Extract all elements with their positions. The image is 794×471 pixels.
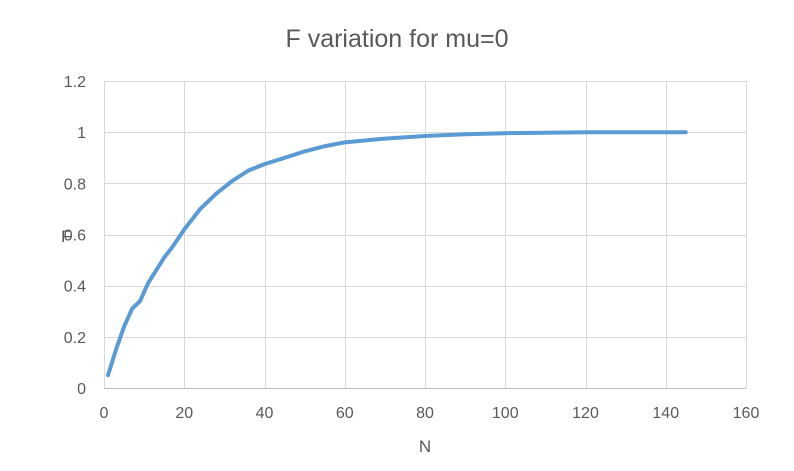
- x-axis-title: N: [419, 437, 431, 456]
- x-tick-label: 120: [572, 405, 599, 422]
- x-tick-label: 60: [336, 405, 354, 422]
- y-tick-label: 0: [77, 381, 86, 398]
- grid-layer: [104, 81, 747, 388]
- x-tick-label: 100: [492, 405, 519, 422]
- y-tick-label: 1.2: [64, 74, 86, 91]
- x-tick-label: 40: [256, 405, 274, 422]
- y-tick-label: 0.2: [64, 330, 86, 347]
- x-tick-label: 80: [416, 405, 434, 422]
- y-tick-label: 0.8: [64, 176, 86, 193]
- y-tick-label: 0.6: [64, 228, 86, 245]
- y-axis-title: F: [61, 227, 71, 246]
- x-tick-label: 160: [733, 405, 760, 422]
- series-layer: [106, 130, 688, 378]
- chart-title: F variation for mu=0: [285, 25, 508, 53]
- x-tick-label: 0: [100, 405, 109, 422]
- series-line: [106, 130, 688, 378]
- y-tick-label: 1: [77, 125, 86, 142]
- y-tick-label: 0.4: [64, 279, 86, 296]
- x-tick-label: 20: [175, 405, 193, 422]
- x-tick-label: 140: [652, 405, 679, 422]
- axis-layer: 0 20 40 60 80 100 120 140 160 0 0.2 0.4 0.6 0.8 1 1.2: [64, 74, 760, 422]
